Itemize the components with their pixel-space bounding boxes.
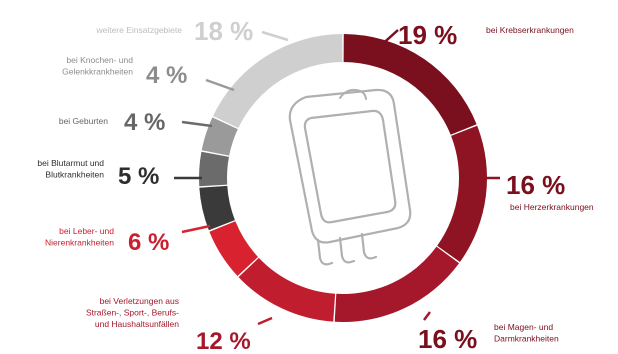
blood-bag-icon xyxy=(288,88,412,266)
leader-line xyxy=(181,224,211,234)
donut-slice xyxy=(199,151,229,187)
slice-category-label: bei Herzerkrankungen xyxy=(510,202,594,212)
slice-percent-label: 16 % xyxy=(506,170,565,200)
slice-category-label: bei Geburten xyxy=(59,116,108,126)
donut-slice xyxy=(343,34,477,135)
slice-percent-label: 6 % xyxy=(128,229,169,256)
leader-line xyxy=(377,29,399,49)
slice-percent-label: 16 % xyxy=(418,324,477,354)
leader-line xyxy=(423,311,431,321)
slice-percent-label: 5 % xyxy=(118,163,159,190)
slice-percent-label: 19 % xyxy=(398,20,457,50)
slice-percent-label: 18 % xyxy=(194,16,253,46)
slice-percent-label: 4 % xyxy=(146,62,187,89)
leader-line xyxy=(261,30,289,42)
slice-category-label: bei Blutarmut und Blutkrankheiten xyxy=(37,158,104,180)
donut-slice xyxy=(334,246,460,322)
donut-ring xyxy=(199,34,487,322)
leader-line xyxy=(205,78,235,92)
slice-category-label: bei Knochen- und Gelenkkrankheiten xyxy=(62,55,133,77)
slice-category-label: bei Leber- und Nierenkrankheiten xyxy=(45,226,114,248)
slice-category-label: bei Krebserkrankungen xyxy=(486,25,574,35)
slice-percent-label: 12 % xyxy=(196,328,251,354)
leader-line xyxy=(257,316,273,326)
leader-line xyxy=(181,120,213,128)
leader-lines xyxy=(174,29,500,326)
slice-category-label: weitere Einsatzgebiete xyxy=(95,25,182,35)
donut-slice xyxy=(209,221,259,277)
donut-slice xyxy=(437,125,487,263)
donut-slice xyxy=(238,257,336,322)
donut-slice xyxy=(213,34,343,129)
slice-category-label: bei Verletzungen aus Straßen-, Sport-, Be… xyxy=(86,296,179,329)
slice-labels: 19 % bei Krebserkrankungen 16 % bei Herzerk… xyxy=(37,16,594,354)
slice-percent-label: 4 % xyxy=(124,109,165,136)
donut-slice xyxy=(199,185,235,231)
slice-category-label: bei Magen- und Darmkrankheiten xyxy=(494,322,559,344)
